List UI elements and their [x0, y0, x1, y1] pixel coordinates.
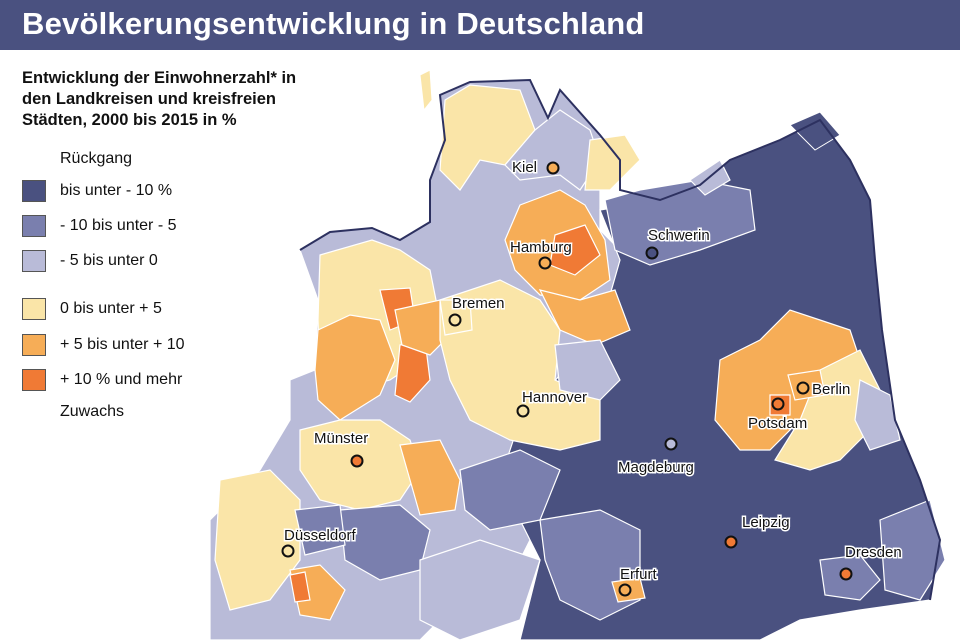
legend-item-label: 0 bis unter + 5	[60, 300, 162, 317]
city-marker	[350, 454, 364, 468]
legend-swatch	[22, 215, 46, 237]
city-label: Leipzig	[742, 514, 790, 531]
title-bar: Bevölkerungsentwicklung in Deutschland	[0, 0, 960, 50]
map-subtitle: Entwicklung der Einwohnerzahl* in den La…	[22, 68, 382, 131]
city-marker	[538, 256, 552, 270]
region-hannover-light	[554, 339, 621, 401]
legend-swatch	[22, 180, 46, 202]
region-rhineland	[214, 469, 301, 611]
city-label: Magdeburg	[618, 459, 694, 476]
region-hamburg-core	[549, 224, 601, 276]
region-lower-saxony-central	[439, 279, 601, 451]
region-ruhr	[294, 504, 346, 556]
city-marker	[516, 404, 530, 418]
island-north	[419, 69, 433, 112]
city-marker	[664, 437, 678, 451]
legend-item-label: - 5 bis unter 0	[60, 252, 158, 269]
city-marker	[448, 313, 462, 327]
region-kiel-area	[584, 134, 641, 191]
legend-item-label: bis unter - 10 %	[60, 182, 173, 199]
city-label: Münster	[314, 430, 368, 447]
island-ruegen	[789, 111, 841, 151]
city-label: Hamburg	[510, 239, 572, 256]
legend-swatch	[22, 334, 46, 356]
city-markers: Kiel Hamburg Schwerin Bremen Hannover Berlin P…	[281, 158, 903, 597]
city-label: Erfurt	[620, 566, 658, 583]
legend-item-label: - 10 bis unter - 5	[60, 217, 177, 234]
legend-swatch	[22, 369, 46, 391]
city-marker	[839, 567, 853, 581]
city-marker	[771, 397, 785, 411]
city-marker	[618, 583, 632, 597]
legend-decline-label: Rückgang	[60, 150, 133, 167]
region-brandenburg-yellow	[774, 349, 881, 471]
region-paderborn	[399, 439, 461, 516]
city-label: Berlin	[812, 381, 850, 398]
city-label: Bremen	[452, 295, 505, 312]
subtitle-line: Städten, 2000 bis 2015 in %	[22, 111, 237, 129]
map-title: Bevölkerungsentwicklung in Deutschland	[22, 6, 645, 41]
city-label: Dresden	[845, 544, 902, 561]
legend-swatch	[22, 250, 46, 272]
city-marker	[645, 246, 659, 260]
city-marker	[281, 544, 295, 558]
city-label: Hannover	[522, 389, 587, 406]
legend-growth-label: Zuwachs	[60, 403, 125, 420]
region-lueneburg	[538, 289, 631, 346]
city-marker	[546, 161, 560, 175]
region-brandenburg-light	[854, 379, 901, 451]
city-label: Schwerin	[648, 227, 710, 244]
legend-item-label: + 10 % und mehr	[60, 371, 183, 388]
city-label: Potsdam	[748, 415, 807, 432]
national-border	[299, 78, 942, 601]
city-label: Kiel	[512, 159, 537, 176]
region-bonn	[289, 571, 311, 603]
subtitle-line: Entwicklung der Einwohnerzahl* in	[22, 69, 297, 87]
city-marker	[796, 381, 810, 395]
city-marker	[724, 535, 738, 549]
legend-swatch	[22, 298, 46, 320]
region-north-mid	[504, 109, 601, 191]
germany-map: Kiel Hamburg Schwerin Bremen Hannover Berlin P…	[209, 69, 946, 640]
legend-item-label: + 5 bis unter + 10	[60, 336, 185, 353]
subtitle-line: den Landkreisen und kreisfreien	[22, 90, 276, 108]
city-label: Düsseldorf	[284, 527, 357, 544]
region-mecklenburg-west	[604, 179, 756, 266]
region-hessen-south	[419, 539, 541, 640]
region-emsland	[314, 314, 396, 421]
